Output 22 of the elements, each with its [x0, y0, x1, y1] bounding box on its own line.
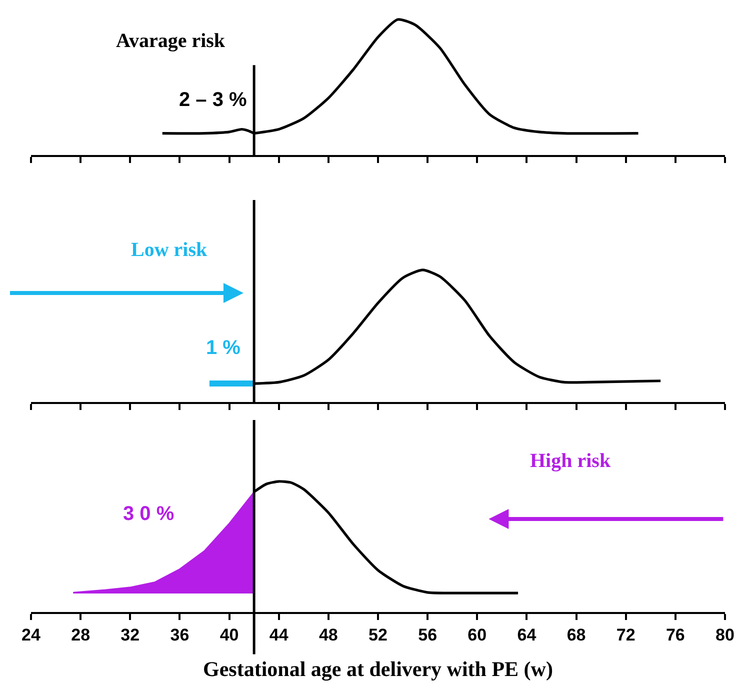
x-tick-label: 76 [666, 625, 685, 644]
annotation: Avarage risk [116, 30, 226, 52]
x-tick-label: 64 [517, 625, 537, 644]
x-tick-label: 52 [368, 625, 388, 644]
x-tick-label: 48 [318, 625, 338, 644]
x-tick-label: 68 [566, 625, 586, 644]
text: Low risk [131, 239, 208, 261]
x-axis-title: Gestational age at delivery with PE (w) [203, 657, 553, 682]
annotation: 3 0 % [123, 503, 174, 525]
x-tick-label: 44 [269, 625, 289, 644]
x-tick-label: 40 [220, 625, 239, 644]
x-tick-label: 36 [170, 625, 190, 644]
text: High risk [530, 450, 612, 472]
x-tick-label: 32 [120, 625, 140, 644]
x-tick-label: 28 [71, 625, 90, 644]
x-tick-label: 80 [716, 625, 734, 644]
annotation: 2 – 3 % [179, 89, 248, 111]
x-tick-label: 56 [418, 625, 438, 644]
annotation: 1 % [206, 337, 241, 359]
x-tick-label: 24 [22, 625, 41, 644]
x-tick-label: 72 [616, 625, 636, 644]
x-tick-label: 60 [468, 625, 487, 644]
